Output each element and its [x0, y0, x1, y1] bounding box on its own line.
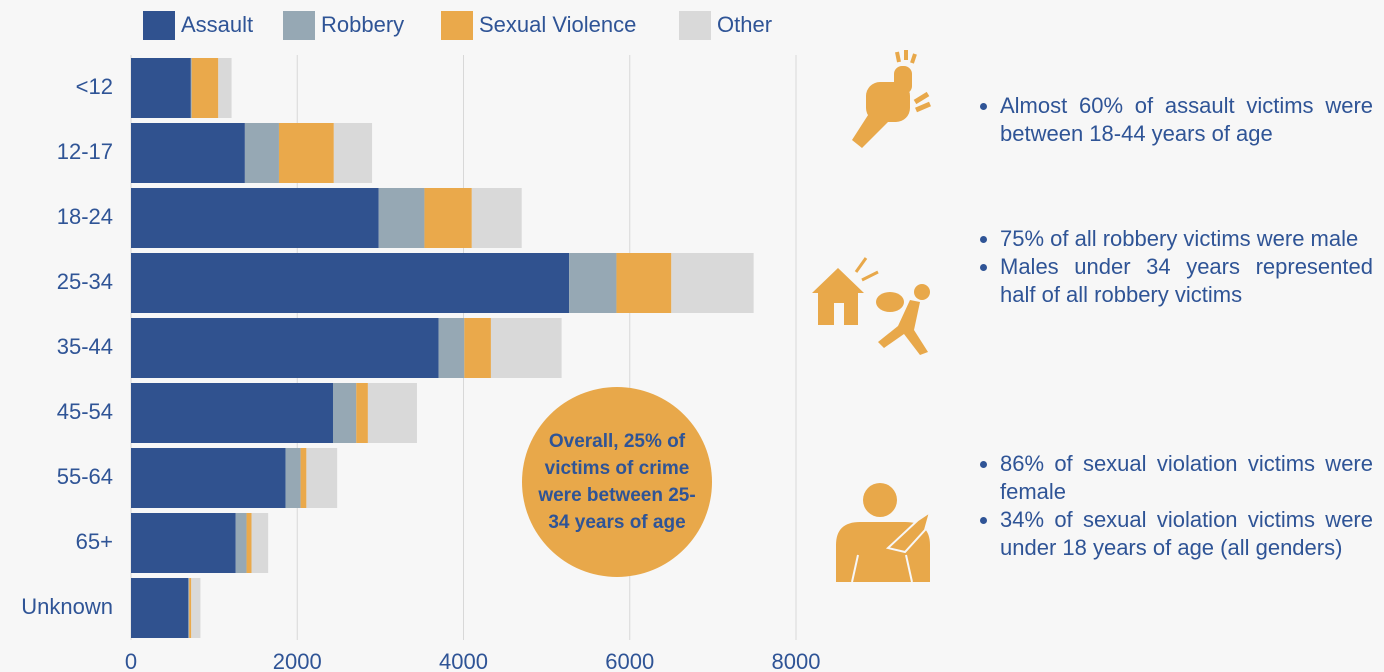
bar-segment — [246, 513, 252, 573]
x-tick-label: 0 — [125, 649, 137, 672]
bar-segment — [131, 318, 439, 378]
note-item: 86% of sexual violation victims were fem… — [1000, 450, 1373, 506]
y-tick-label: 18-24 — [57, 204, 113, 229]
bar-segment — [490, 318, 562, 378]
note-item: Almost 60% of assault victims were betwe… — [1000, 92, 1373, 148]
bar-segment — [188, 578, 190, 638]
bar-segment — [190, 58, 192, 118]
bar-segment — [300, 448, 307, 508]
legend-swatch — [441, 11, 473, 40]
bar-segment — [131, 383, 333, 443]
y-tick-label: 55-64 — [57, 464, 113, 489]
callout-text: Overall, 25% of victims of crime were be… — [538, 431, 696, 533]
bar-segment — [356, 383, 368, 443]
bar-segment — [218, 58, 232, 118]
bar-segment — [189, 578, 192, 638]
bar-segment — [278, 123, 334, 183]
bar-segment — [424, 188, 472, 248]
legend-swatch — [679, 11, 711, 40]
bar-segment — [131, 513, 236, 573]
bar-segment — [131, 188, 379, 248]
bar-segment — [131, 123, 245, 183]
legend-swatch — [283, 11, 315, 40]
bar-segment — [671, 253, 754, 313]
y-tick-label: 25-34 — [57, 269, 113, 294]
bar-segment — [131, 448, 286, 508]
legend-label: Robbery — [321, 12, 404, 37]
bar-segment — [285, 448, 301, 508]
y-tick-label: Unknown — [21, 594, 113, 619]
victim-icon — [836, 483, 932, 583]
bar-segment — [191, 578, 201, 638]
y-tick-label: 12-17 — [57, 139, 113, 164]
legend-swatch — [143, 11, 175, 40]
bar-segment — [464, 318, 491, 378]
bar-segment — [235, 513, 247, 573]
y-tick-label: 65+ — [76, 529, 113, 554]
bar-segment — [306, 448, 338, 508]
bar-segment — [131, 578, 189, 638]
legend-label: Sexual Violence — [479, 12, 636, 37]
bar-segment — [438, 318, 465, 378]
bar-segment — [191, 58, 219, 118]
bar-segment — [251, 513, 269, 573]
x-tick-label: 2000 — [273, 649, 322, 672]
bar-segment — [378, 188, 425, 248]
x-tick-label: 4000 — [439, 649, 488, 672]
bar-segment — [616, 253, 672, 313]
callout-bubble: Overall, 25% of victims of crime were be… — [522, 387, 712, 577]
bar-segment — [569, 253, 617, 313]
y-tick-label: 35-44 — [57, 334, 113, 359]
note-item: Males under 34 years represented half of… — [1000, 253, 1373, 309]
note-list: Almost 60% of assault victims were betwe… — [975, 92, 1373, 148]
fist-icon — [852, 50, 931, 148]
plot: 0 2000 4000 6000 8000 <12 12-17 18-24 25-34 35-44… — [21, 11, 820, 672]
bar-segment — [131, 253, 570, 313]
x-tick-label: 8000 — [772, 649, 821, 672]
note-list: 75% of all robbery victims were maleMale… — [975, 225, 1373, 309]
bar-segment — [333, 123, 373, 183]
legend-label: Assault — [181, 12, 253, 37]
note-item: 75% of all robbery victims were male — [1000, 225, 1373, 253]
note-item: 34% of sexual violation victims were und… — [1000, 506, 1373, 562]
robbery-icon — [812, 257, 930, 355]
legend-label: Other — [717, 12, 772, 37]
bar-segment — [332, 383, 357, 443]
bar-segment — [471, 188, 522, 248]
y-tick-label: 45-54 — [57, 399, 113, 424]
bar-segment — [367, 383, 417, 443]
x-tick-label: 6000 — [605, 649, 654, 672]
y-tick-label: <12 — [76, 74, 113, 99]
bar-segment — [244, 123, 279, 183]
note-list: 86% of sexual violation victims were fem… — [975, 450, 1373, 562]
bar-segment — [131, 58, 191, 118]
